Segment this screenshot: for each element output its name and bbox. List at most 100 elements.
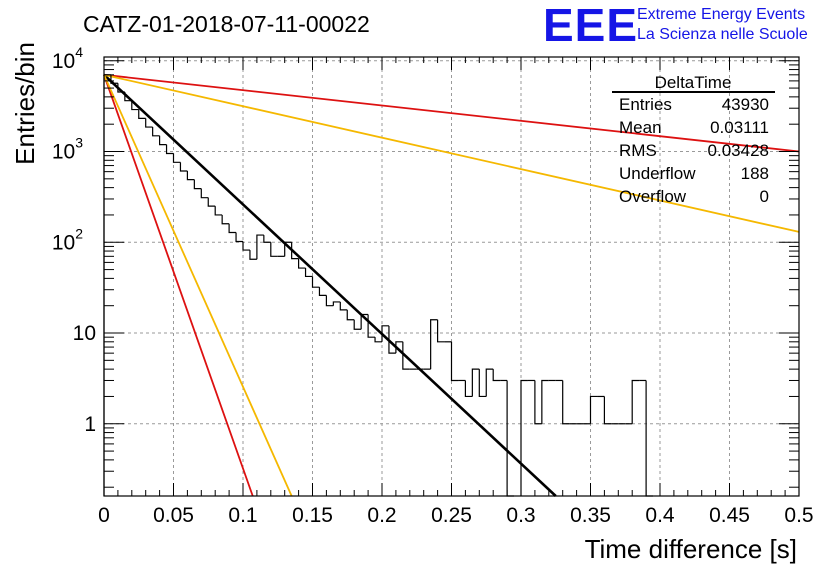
fit-line xyxy=(103,73,800,233)
x-tick-label: 0.1 xyxy=(228,504,257,527)
histogram-bin xyxy=(318,287,327,296)
grid-lines xyxy=(104,57,799,496)
x-tick-label: 0.05 xyxy=(153,504,194,527)
histogram-bin xyxy=(159,135,167,146)
histogram-bin xyxy=(374,337,382,343)
histogram-bin xyxy=(388,325,396,354)
stats-value: 188 xyxy=(741,164,769,183)
x-tick-label: 0.35 xyxy=(570,504,611,527)
histogram-bin xyxy=(256,234,264,260)
x-tick-label: 0.2 xyxy=(367,504,396,527)
x-tick-label: 0.5 xyxy=(784,504,813,527)
histogram-bin xyxy=(124,91,132,102)
y-axis-title: Entries/bin xyxy=(10,42,40,165)
histogram-bin xyxy=(353,319,362,330)
histogram-bin xyxy=(485,368,494,397)
x-tick-label: 0.3 xyxy=(506,504,535,527)
y-tick-label: 1 xyxy=(84,413,96,436)
x-tick-label: 0.25 xyxy=(431,504,472,527)
histogram-bin xyxy=(346,309,355,321)
histogram-bin xyxy=(172,153,181,163)
fit-line xyxy=(103,73,800,153)
histogram-bin xyxy=(131,100,139,111)
stats-label: Mean xyxy=(619,118,662,137)
histogram-bin xyxy=(235,232,243,243)
y-tick-label: 103 xyxy=(52,135,83,164)
axis-ticks xyxy=(103,57,800,496)
fit-lines xyxy=(103,73,800,497)
histogram-bin xyxy=(263,235,271,243)
logo-line1: Extreme Energy Events xyxy=(637,6,805,23)
histogram-bin xyxy=(464,380,473,398)
logo-line2: La Scienza nelle Scuole xyxy=(637,26,808,43)
fit-line xyxy=(103,74,254,497)
x-axis-title: Time difference [s] xyxy=(585,534,797,564)
histogram-bin xyxy=(430,319,438,370)
histogram-bin xyxy=(207,197,216,207)
stats-label: Overflow xyxy=(619,187,687,206)
stats-value: 43930 xyxy=(722,95,769,114)
stats-value: 0 xyxy=(760,187,769,206)
histogram-bin xyxy=(214,206,223,216)
histogram-bin xyxy=(395,341,403,354)
histogram-bin xyxy=(221,214,230,225)
histogram-bin xyxy=(562,380,570,425)
histogram-bin xyxy=(311,276,320,288)
stats-value: 0.03428 xyxy=(708,141,769,160)
x-tick-label: 0 xyxy=(98,504,110,527)
plot-frame xyxy=(103,56,800,497)
histogram-bin xyxy=(450,341,459,382)
histogram-bin xyxy=(242,241,250,251)
histogram-bin xyxy=(478,369,487,398)
histogram-bin xyxy=(437,319,445,343)
histogram-bin xyxy=(332,301,341,306)
stats-label: RMS xyxy=(619,141,657,160)
histogram-bin xyxy=(193,179,202,190)
histogram-bin xyxy=(589,395,598,424)
histogram-bin xyxy=(152,127,160,137)
fit-line xyxy=(103,74,293,497)
x-tick-labels: 0 0.05 0.1 0.15 0.2 0.25 0.3 0.35 0.4 0.45 0.5 xyxy=(98,504,813,527)
histogram-bin xyxy=(381,325,389,342)
fit-line xyxy=(103,73,557,497)
stats-label: Underflow xyxy=(619,164,696,183)
histogram-bin xyxy=(520,379,528,496)
histogram-bin xyxy=(117,83,125,93)
stats-value: 0.03111 xyxy=(710,118,769,137)
stats-label: Entries xyxy=(619,95,672,114)
stats-title: DeltaTime xyxy=(655,73,732,92)
histogram-bin xyxy=(138,109,146,119)
y-tick-labels: 1 10 102 103 104 xyxy=(52,44,96,436)
histogram-bin xyxy=(603,396,612,425)
histogram-bin xyxy=(200,188,209,199)
histogram-bin xyxy=(284,241,292,257)
y-tick-label: 104 xyxy=(52,44,83,73)
x-tick-label: 0.45 xyxy=(709,504,750,527)
logo-mark: EEE xyxy=(543,0,638,51)
histogram-bin xyxy=(325,295,334,307)
histogram-bin xyxy=(270,242,278,257)
histogram-bin xyxy=(471,368,480,397)
histogram-bin xyxy=(291,242,299,260)
x-tick-label: 0.4 xyxy=(645,504,675,527)
histogram-bin xyxy=(298,258,306,269)
stats-box: DeltaTime Entries 43930 Mean 0.03111 RMS 0.03… xyxy=(612,73,775,206)
histogram-bin xyxy=(367,314,376,338)
histogram-bin xyxy=(534,380,542,425)
chart-title: CATZ-01-2018-07-11-00022 xyxy=(83,11,370,37)
y-tick-label: 10 xyxy=(73,322,96,345)
histogram-bin xyxy=(304,268,313,278)
histogram-bin xyxy=(402,341,410,370)
histogram-bin xyxy=(506,380,515,497)
histogram-bin xyxy=(186,170,195,181)
histogram-bin xyxy=(228,223,237,234)
histogram-bin xyxy=(249,250,257,260)
y-tick-label: 102 xyxy=(52,225,83,254)
histogram-bin xyxy=(360,313,369,330)
x-tick-label: 0.15 xyxy=(292,504,333,527)
histogram-bin xyxy=(179,162,188,172)
histogram-bin xyxy=(165,144,174,155)
histogram-bin xyxy=(541,379,549,424)
histogram-bin xyxy=(645,380,654,497)
